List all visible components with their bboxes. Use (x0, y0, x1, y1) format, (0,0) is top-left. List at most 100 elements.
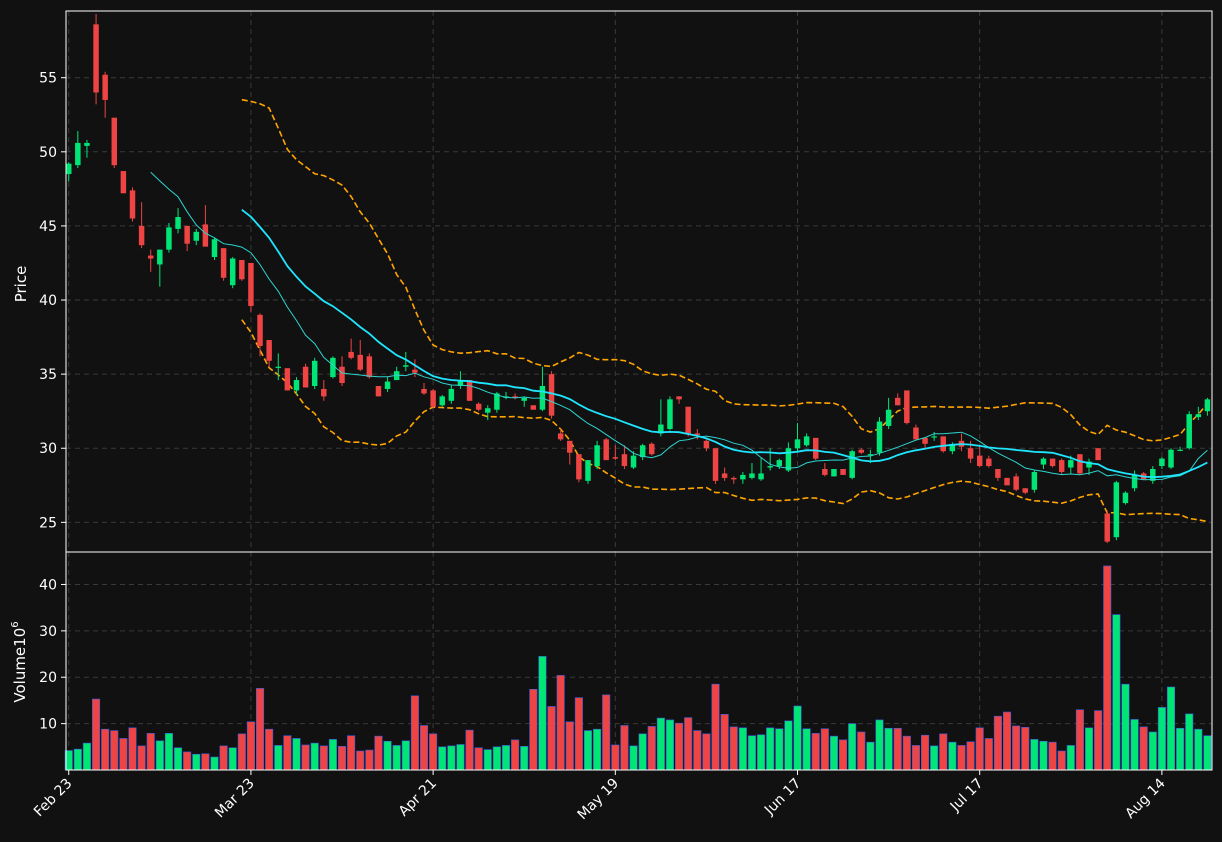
candle-body (612, 457, 619, 459)
volume-bar (374, 735, 383, 771)
candle-body (257, 314, 263, 346)
candle-body (1159, 458, 1165, 467)
candle-body (649, 443, 655, 455)
volume-bar (839, 739, 848, 771)
candle-body (321, 388, 327, 397)
volume-bar (82, 742, 91, 771)
price-panel: 25 30 35 40 45 50 55 Price (12, 10, 1213, 553)
volume-bar (902, 735, 911, 771)
volume-bar (1030, 739, 1039, 771)
candle-body (712, 448, 719, 481)
candle-body (1068, 460, 1074, 468)
candle-body (403, 365, 409, 367)
candle-body (1131, 474, 1138, 489)
volume-bar (1039, 740, 1048, 771)
volume-bar (656, 717, 665, 771)
lower-band-line (241, 319, 1208, 523)
candle-body (803, 436, 810, 446)
volume-tick-label: 40 (39, 577, 57, 593)
volume-bar (337, 746, 347, 771)
candle-body (430, 390, 436, 407)
volume-bar (766, 727, 775, 771)
candle-body (302, 366, 309, 388)
volume-bar (73, 748, 82, 771)
candle-body (922, 437, 928, 444)
candle-body (1040, 458, 1047, 465)
volume-bar (1057, 750, 1066, 771)
volume-bar (693, 730, 702, 771)
volume-bar (638, 733, 647, 771)
volume-bar (529, 688, 538, 771)
candle-body (239, 260, 245, 280)
volume-bar (1048, 741, 1057, 771)
candle-body (603, 439, 609, 461)
candle-body (147, 255, 154, 259)
candle-body (867, 454, 874, 456)
candle-body (749, 473, 755, 478)
volume-bar (1157, 707, 1166, 771)
volume-bar (611, 744, 620, 771)
price-tick-label: 25 (39, 515, 57, 531)
volume-bar (556, 675, 565, 771)
volume-bar (665, 719, 675, 771)
volume-bar (857, 731, 866, 771)
candle-body (1204, 399, 1211, 412)
volume-bar (438, 746, 447, 771)
candle-body (220, 248, 227, 278)
volume-bar (447, 745, 456, 771)
candle-body (439, 396, 445, 406)
candle-body (731, 477, 737, 480)
volume-bar (602, 694, 611, 771)
price-y-ticks: 25 30 35 40 45 50 55 (39, 71, 66, 531)
price-tick-label: 30 (39, 441, 57, 457)
price-tick-label: 55 (39, 71, 57, 87)
volume-bar (538, 656, 547, 771)
candle-body (129, 190, 136, 219)
candle-body (384, 381, 391, 389)
volume-bar (274, 745, 283, 771)
volume-bar (256, 688, 265, 771)
volume-bar (128, 727, 137, 771)
candle-body (676, 396, 682, 400)
candle-body (448, 388, 455, 401)
volume-bar (164, 733, 173, 771)
volume-bar (119, 738, 128, 771)
candle-body (193, 231, 200, 241)
price-panel-plot-area (66, 11, 1212, 552)
candle-body (93, 24, 99, 93)
candle-body (986, 458, 992, 467)
volume-bar (319, 745, 328, 771)
candle-body (494, 393, 500, 410)
candle-body (1022, 488, 1028, 493)
candle-body (466, 380, 473, 401)
volume-bar (101, 728, 110, 771)
candle-body (976, 455, 983, 467)
candle-body (630, 455, 637, 468)
volume-y-ticks: 10 20 30 40 (39, 577, 66, 733)
volume-bar (775, 728, 784, 771)
candle-body (812, 437, 819, 459)
volume-bar (1176, 727, 1185, 771)
candle-body (1004, 477, 1010, 486)
price-axis-label: Price (12, 266, 30, 303)
volume-bar (456, 744, 465, 771)
volume-bar (975, 727, 984, 771)
candle-body (485, 408, 491, 413)
fast-moving-average-line (150, 171, 1208, 481)
volume-bar (419, 725, 429, 771)
volume-bar (583, 730, 593, 771)
volume-bar (684, 717, 693, 771)
candle-body (585, 460, 591, 481)
candle-body (995, 468, 1001, 478)
volume-panel-frame (65, 551, 1213, 771)
volume-bar (1194, 728, 1203, 771)
candle-body (330, 357, 336, 378)
volume-bar (911, 745, 920, 771)
volume-bar (328, 739, 337, 771)
volume-bar (848, 723, 857, 771)
volume-bar (620, 725, 629, 771)
candle-body (357, 354, 363, 370)
candle-body (102, 74, 108, 100)
candle-body (567, 440, 573, 453)
volume-axis-label-power: 6 (10, 621, 21, 627)
